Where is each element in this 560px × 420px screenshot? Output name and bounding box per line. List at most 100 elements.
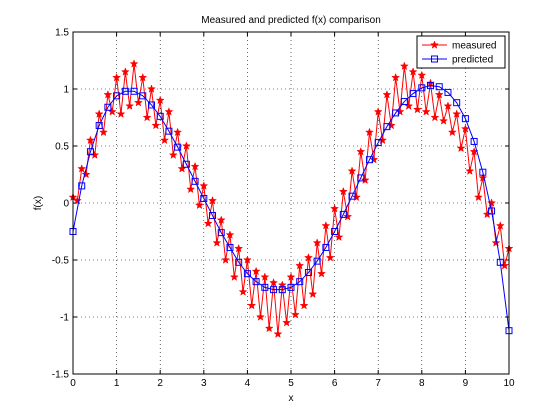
data-point — [217, 229, 225, 237]
data-point — [474, 192, 483, 202]
data-point — [174, 143, 182, 151]
data-point — [191, 177, 199, 185]
data-point — [72, 196, 82, 205]
data-point — [129, 59, 139, 68]
data-point — [86, 148, 94, 156]
data-point — [164, 107, 174, 116]
data-point — [382, 89, 392, 99]
data-point — [435, 83, 443, 91]
data-point — [182, 160, 190, 168]
data-point — [295, 260, 305, 270]
data-point — [330, 203, 340, 213]
data-point — [95, 121, 103, 129]
plot-area — [73, 32, 509, 374]
y-tick-label: 1 — [63, 85, 69, 96]
data-point — [229, 272, 239, 281]
legend-label: predicted — [452, 55, 493, 66]
data-point — [439, 116, 449, 125]
data-point — [321, 221, 331, 230]
x-axis-label: x — [289, 393, 294, 404]
data-point — [427, 82, 435, 90]
data-point — [356, 146, 366, 156]
data-point — [325, 253, 335, 262]
data-point — [308, 289, 318, 299]
data-point — [199, 181, 209, 190]
data-point — [282, 317, 292, 327]
data-point — [151, 120, 161, 130]
data-point — [147, 84, 156, 93]
data-point — [226, 243, 234, 251]
data-point — [465, 166, 475, 175]
data-point — [496, 258, 504, 266]
data-point — [261, 283, 269, 291]
x-tick-label: 6 — [332, 378, 338, 389]
data-point — [447, 127, 457, 137]
legend-label: measured — [452, 41, 496, 52]
x-tick-label: 1 — [114, 378, 120, 389]
data-point — [434, 89, 444, 99]
chart-title: Measured and predicted f(x) comparison — [201, 15, 381, 26]
data-point — [209, 212, 217, 220]
data-point — [360, 175, 370, 185]
data-point — [103, 89, 113, 99]
data-point — [470, 137, 478, 145]
data-point — [130, 87, 138, 95]
data-point — [278, 286, 286, 294]
data-point — [317, 268, 326, 278]
y-tick-label: 0.5 — [55, 142, 69, 153]
x-tick-label: 9 — [463, 378, 469, 389]
data-point — [304, 269, 312, 277]
data-point — [225, 230, 235, 239]
x-tick-label: 2 — [157, 378, 163, 389]
x-tick-label: 8 — [419, 378, 425, 389]
data-point — [444, 88, 452, 96]
data-point — [365, 127, 374, 137]
data-point — [121, 87, 129, 95]
legend-box — [416, 35, 506, 69]
data-point — [138, 72, 148, 82]
data-point — [147, 101, 155, 109]
data-point — [299, 300, 309, 310]
data-point — [488, 207, 496, 215]
y-tick-label: -1.5 — [52, 370, 70, 381]
data-point — [256, 312, 265, 321]
data-point — [369, 154, 379, 164]
y-tick-label: -0.5 — [52, 256, 70, 267]
data-point — [313, 257, 321, 265]
data-point — [312, 238, 322, 247]
data-point — [90, 150, 100, 159]
y-tick-label: 1.5 — [55, 28, 69, 39]
data-point — [430, 112, 440, 122]
data-point — [273, 329, 283, 338]
data-point — [200, 194, 208, 202]
data-point — [347, 166, 357, 175]
data-point — [242, 255, 252, 264]
data-point — [234, 243, 244, 253]
data-point — [412, 104, 422, 114]
data-point — [243, 270, 251, 278]
data-point — [104, 103, 112, 111]
data-point — [452, 109, 462, 118]
data-point — [417, 70, 427, 80]
data-point — [495, 221, 505, 230]
x-tick-label: 0 — [70, 378, 76, 389]
data-point — [392, 109, 400, 117]
data-point — [212, 238, 222, 247]
data-point — [77, 164, 87, 173]
data-point — [216, 215, 226, 224]
data-point — [296, 278, 304, 286]
data-point — [99, 127, 108, 137]
data-point — [373, 107, 383, 116]
data-point — [113, 92, 121, 100]
data-point — [400, 98, 408, 106]
data-point — [287, 283, 295, 291]
data-point — [487, 198, 497, 207]
x-tick-label: 10 — [503, 378, 515, 389]
data-point — [331, 228, 339, 235]
data-point — [208, 196, 217, 205]
data-point — [482, 209, 492, 219]
y-tick-label: 0 — [63, 199, 69, 210]
data-point — [478, 173, 488, 182]
data-point — [374, 139, 382, 147]
